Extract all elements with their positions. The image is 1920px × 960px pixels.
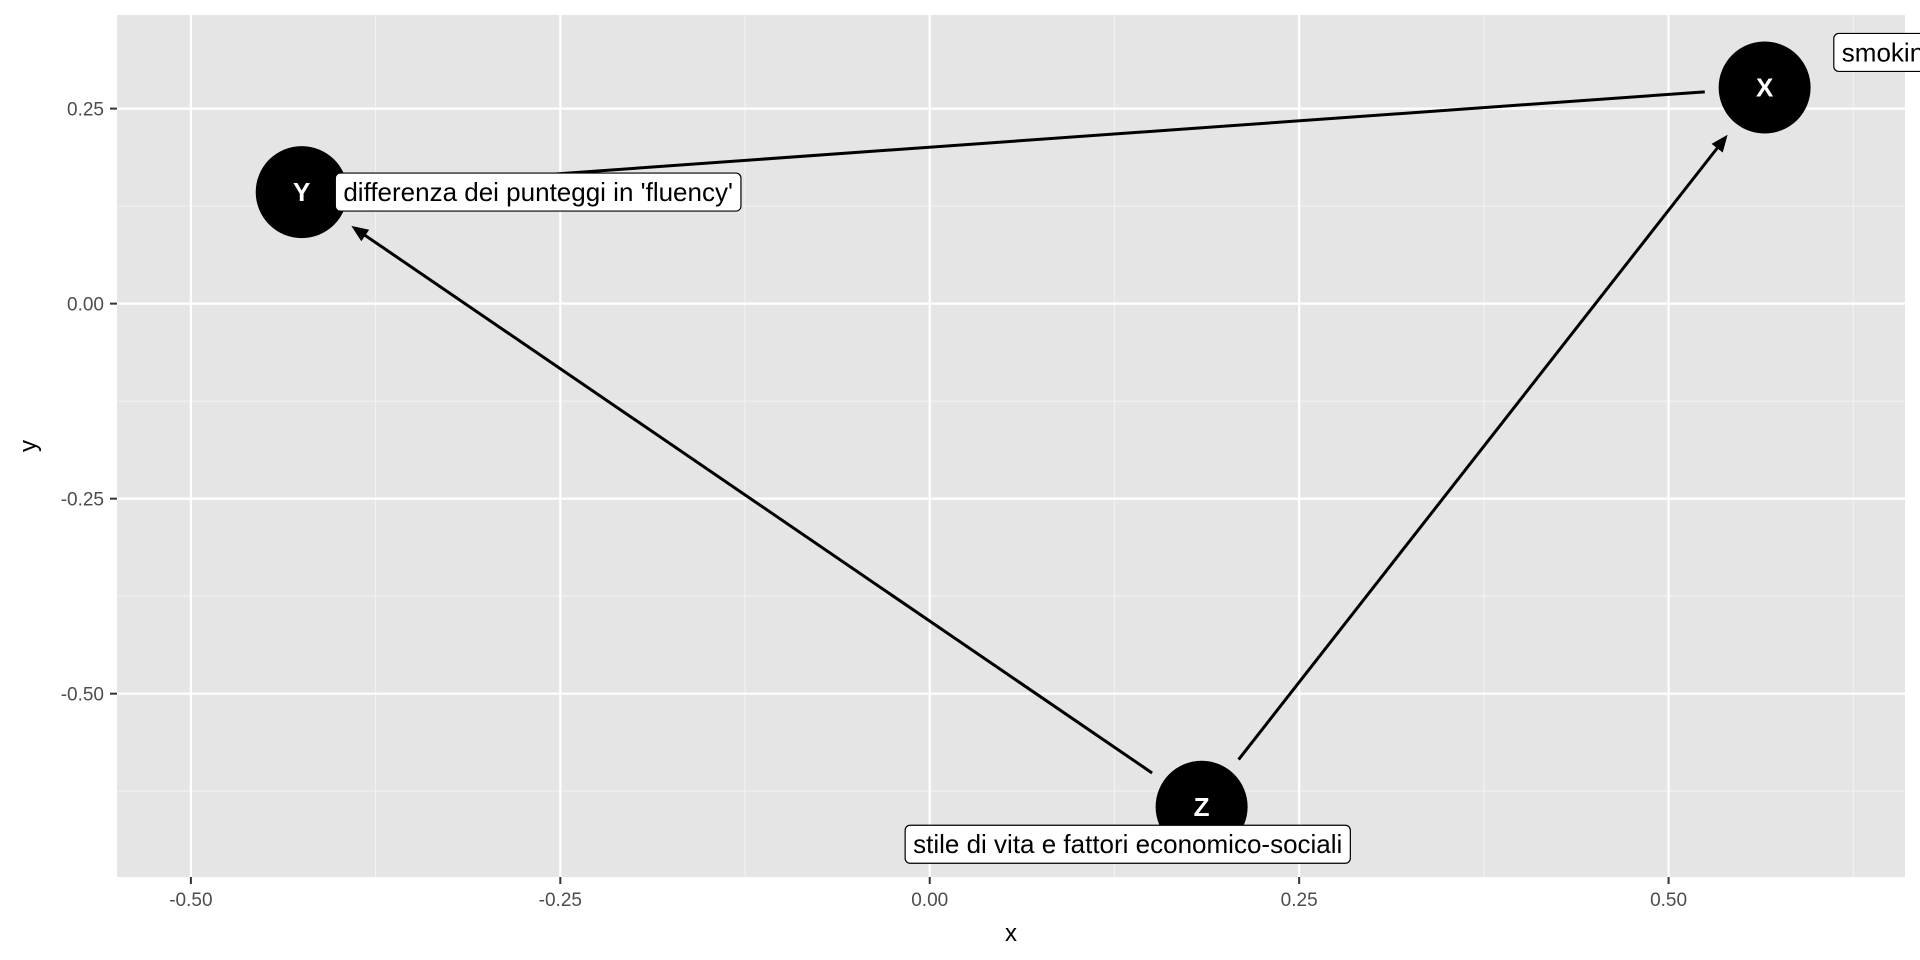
node-label-x: smoking [1834, 33, 1920, 71]
x-tick-label: 0.50 [1650, 890, 1687, 911]
x-tick-label: 0.25 [1281, 890, 1318, 911]
node-label-z: stile di vita e fattori economico-social… [905, 825, 1350, 863]
label-text: differenza dei punteggi in 'fluency' [343, 177, 733, 207]
y-tick-label: -0.25 [61, 490, 104, 511]
plot-panel [117, 15, 1905, 877]
label-text: stile di vita e fattori economico-social… [913, 829, 1342, 859]
y-tick-label: 0.25 [67, 100, 104, 121]
node-letter-x: X [1756, 73, 1774, 103]
y-tick-label: -0.50 [61, 685, 104, 706]
y-axis-title: y [15, 440, 42, 452]
y-tick-label: 0.00 [67, 295, 104, 316]
node-label-y: differenza dei punteggi in 'fluency' [335, 173, 741, 211]
x-tick-label: -0.25 [539, 890, 582, 911]
label-text: smoking [1842, 37, 1920, 67]
x-tick-label: -0.50 [169, 890, 212, 911]
x-tick-label: 0.00 [911, 890, 948, 911]
node-letter-z: Z [1194, 792, 1210, 822]
x-axis-title: x [1005, 920, 1017, 947]
node-letter-y: Y [293, 177, 310, 207]
